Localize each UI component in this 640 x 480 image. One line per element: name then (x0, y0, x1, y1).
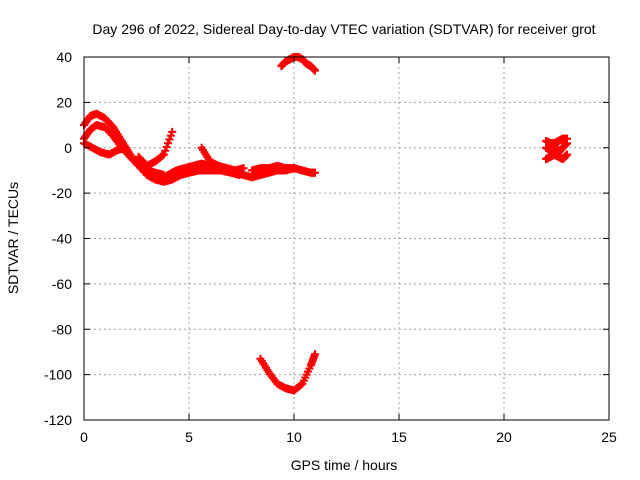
x-axis-label: GPS time / hours (291, 457, 398, 473)
series-3 (134, 127, 177, 170)
data-point (158, 151, 167, 160)
grid-lines (84, 57, 609, 420)
x-tick-label: 20 (496, 429, 512, 445)
chart-title: Day 296 of 2022, Sidereal Day-to-day VTE… (92, 21, 595, 37)
x-tick-label: 25 (601, 429, 617, 445)
data-point (311, 168, 319, 177)
x-tick-label: 0 (80, 429, 88, 445)
data-point (166, 131, 175, 140)
y-tick-label: 0 (64, 140, 72, 156)
data-point (297, 380, 305, 389)
data-points (80, 53, 571, 395)
y-tick-label: 20 (56, 94, 72, 110)
data-point (161, 146, 170, 155)
data-point (165, 135, 174, 144)
series-2 (80, 139, 130, 159)
data-point (290, 164, 298, 173)
y-axis-label: SDTVAR / TECUs (5, 182, 21, 294)
x-tick-label: 10 (286, 429, 302, 445)
data-point (311, 350, 319, 359)
data-point (563, 134, 571, 143)
series-9 (256, 350, 319, 395)
series-11 (542, 150, 571, 164)
series-5 (197, 143, 248, 175)
data-point (168, 127, 177, 136)
series-7 (248, 161, 298, 175)
data-point (159, 150, 168, 159)
y-tick-label: -20 (52, 185, 72, 201)
x-tick-label: 15 (391, 429, 407, 445)
x-tick-labels: 0 5 10 15 20 25 (80, 429, 617, 445)
data-point (164, 139, 172, 148)
data-point (563, 150, 571, 159)
y-tick-label: -100 (44, 367, 72, 383)
data-point (311, 66, 319, 75)
y-tick-label: 40 (56, 49, 72, 65)
y-tick-labels: -120 -100 -80 -60 -40 -20 0 20 40 (44, 49, 72, 428)
y-tick-label: -40 (52, 231, 72, 247)
data-point (122, 143, 130, 152)
x-tick-label: 5 (185, 429, 193, 445)
y-tick-label: -60 (52, 276, 72, 292)
y-tick-label: -120 (44, 412, 72, 428)
axis-ticks (83, 56, 610, 421)
y-tick-label: -80 (52, 321, 72, 337)
data-point (162, 142, 171, 151)
series-12 (542, 134, 571, 148)
data-point (239, 164, 248, 173)
